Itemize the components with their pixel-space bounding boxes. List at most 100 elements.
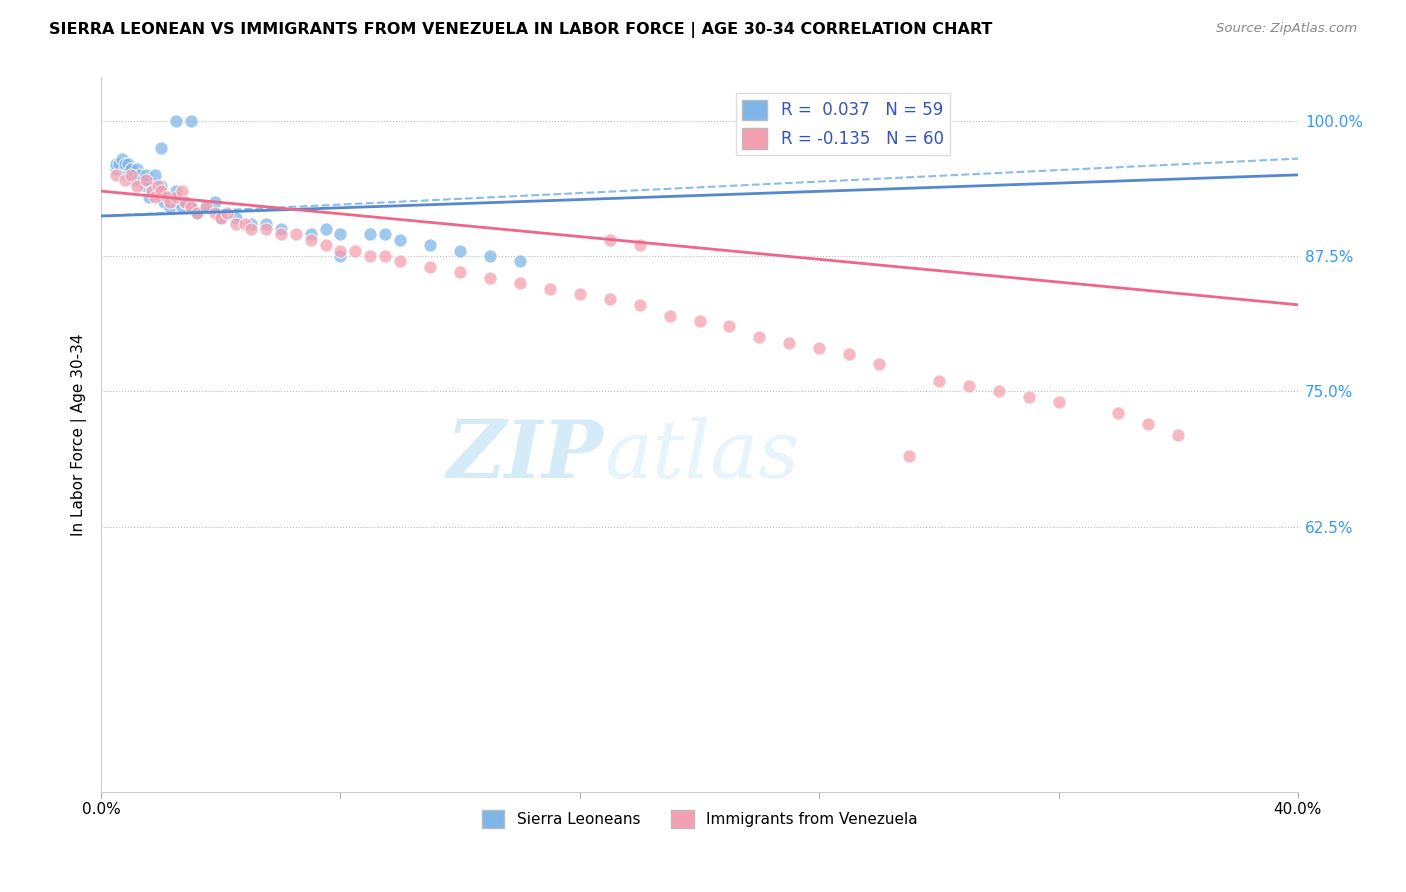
Point <box>233 217 256 231</box>
Point <box>270 227 292 242</box>
Point <box>165 194 187 209</box>
Point <box>186 206 208 220</box>
Point <box>135 168 157 182</box>
Point <box>143 189 166 203</box>
Point <box>509 276 531 290</box>
Point <box>174 194 197 209</box>
Point <box>1018 390 1040 404</box>
Point <box>194 200 217 214</box>
Point <box>718 319 741 334</box>
Point <box>329 227 352 242</box>
Point <box>125 173 148 187</box>
Point <box>149 184 172 198</box>
Point <box>419 260 441 274</box>
Point <box>143 168 166 182</box>
Point <box>129 173 152 187</box>
Point <box>204 206 226 220</box>
Point <box>538 281 561 295</box>
Point <box>374 227 396 242</box>
Point <box>329 244 352 258</box>
Point <box>509 254 531 268</box>
Point <box>135 178 157 193</box>
Legend: Sierra Leoneans, Immigrants from Venezuela: Sierra Leoneans, Immigrants from Venezue… <box>475 804 924 834</box>
Point <box>449 265 471 279</box>
Y-axis label: In Labor Force | Age 30-34: In Labor Force | Age 30-34 <box>72 334 87 536</box>
Point <box>129 168 152 182</box>
Point <box>146 178 169 193</box>
Point <box>344 244 367 258</box>
Point <box>254 222 277 236</box>
Point <box>135 173 157 187</box>
Point <box>957 379 980 393</box>
Point <box>1107 406 1129 420</box>
Point <box>1047 395 1070 409</box>
Point <box>125 178 148 193</box>
Point <box>156 189 179 203</box>
Point <box>141 184 163 198</box>
Point <box>138 189 160 203</box>
Point <box>284 227 307 242</box>
Point <box>315 238 337 252</box>
Point <box>180 200 202 214</box>
Point <box>117 157 139 171</box>
Point <box>225 211 247 226</box>
Point <box>419 238 441 252</box>
Point <box>897 450 920 464</box>
Point <box>132 173 155 187</box>
Point <box>105 168 128 182</box>
Point <box>359 249 381 263</box>
Point <box>122 173 145 187</box>
Point <box>209 211 232 226</box>
Point <box>389 233 412 247</box>
Point <box>108 157 131 171</box>
Point <box>114 162 136 177</box>
Point <box>1137 417 1160 431</box>
Point <box>209 211 232 226</box>
Point <box>120 168 142 182</box>
Point <box>143 178 166 193</box>
Point <box>117 168 139 182</box>
Point <box>174 194 197 209</box>
Point <box>479 270 502 285</box>
Point <box>149 189 172 203</box>
Point <box>186 206 208 220</box>
Point <box>270 222 292 236</box>
Point <box>159 194 181 209</box>
Point <box>149 141 172 155</box>
Point <box>114 157 136 171</box>
Point <box>159 200 181 214</box>
Point <box>170 200 193 214</box>
Point <box>165 189 187 203</box>
Point <box>156 189 179 203</box>
Point <box>748 330 770 344</box>
Point <box>111 152 134 166</box>
Point <box>180 200 202 214</box>
Point <box>170 184 193 198</box>
Point <box>299 233 322 247</box>
Point <box>146 184 169 198</box>
Text: SIERRA LEONEAN VS IMMIGRANTS FROM VENEZUELA IN LABOR FORCE | AGE 30-34 CORRELATI: SIERRA LEONEAN VS IMMIGRANTS FROM VENEZU… <box>49 22 993 38</box>
Point <box>114 173 136 187</box>
Point <box>194 200 217 214</box>
Point <box>215 206 238 220</box>
Point <box>374 249 396 263</box>
Point <box>225 217 247 231</box>
Point <box>120 162 142 177</box>
Point <box>689 314 711 328</box>
Point <box>141 184 163 198</box>
Point <box>479 249 502 263</box>
Point <box>105 157 128 171</box>
Text: atlas: atlas <box>603 417 799 495</box>
Point <box>239 217 262 231</box>
Point <box>1167 427 1189 442</box>
Point <box>153 194 176 209</box>
Point <box>149 178 172 193</box>
Point <box>599 293 621 307</box>
Point <box>105 162 128 177</box>
Point <box>120 168 142 182</box>
Point <box>449 244 471 258</box>
Point <box>838 346 860 360</box>
Point <box>568 287 591 301</box>
Point <box>389 254 412 268</box>
Point <box>122 168 145 182</box>
